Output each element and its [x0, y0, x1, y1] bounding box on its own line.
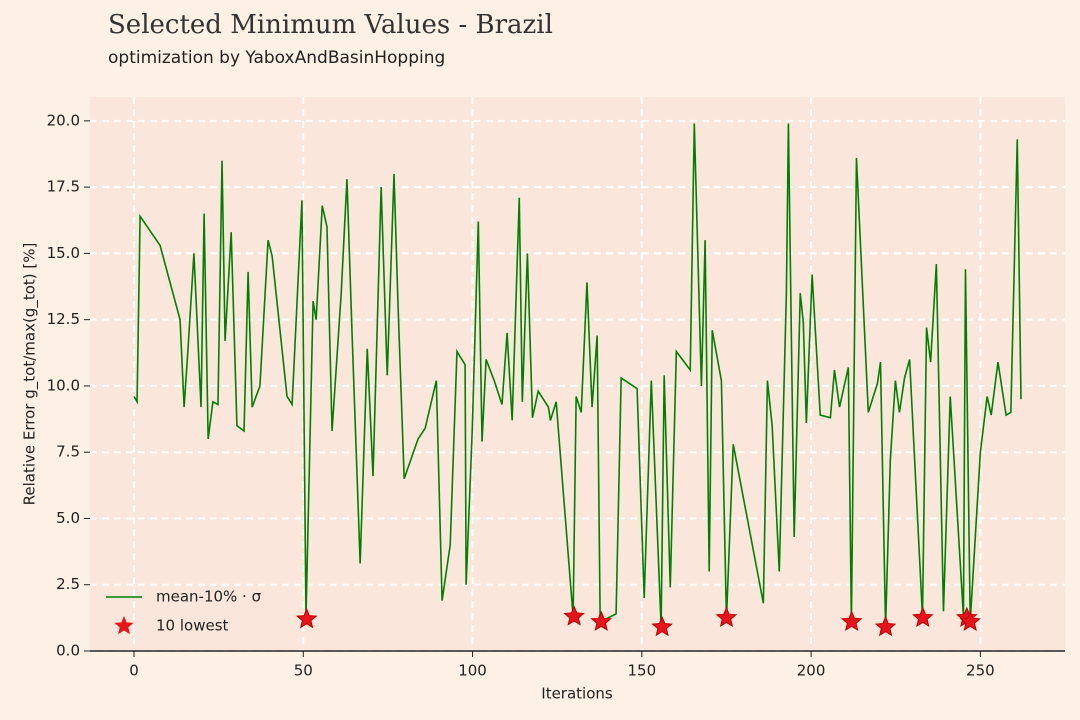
x-tick-label: 50	[294, 662, 313, 680]
x-tick-label: 100	[458, 662, 487, 680]
data-line	[133, 123, 1022, 628]
legend-label: mean-10% · σ	[156, 588, 262, 606]
legend-label: 10 lowest	[156, 617, 229, 635]
star-marker	[715, 606, 738, 628]
y-tick-label: 0.0	[56, 642, 80, 660]
plot-area	[90, 97, 1065, 651]
y-tick-label: 2.5	[56, 575, 80, 593]
x-tick-label: 250	[966, 662, 995, 680]
chart-subtitle: optimization by YaboxAndBasinHopping	[108, 48, 445, 68]
y-tick-label: 15.0	[47, 244, 80, 262]
chart-title: Selected Minimum Values - Brazil	[108, 10, 553, 40]
star-marker	[295, 607, 318, 629]
y-tick-label: 12.5	[47, 310, 80, 328]
star-marker	[840, 610, 863, 631]
x-axis-label: Iterations	[541, 685, 613, 703]
x-tick-label: 200	[797, 662, 826, 680]
y-tick-label: 10.0	[47, 376, 80, 394]
y-axis-label: Relative Error g_tot/max(g_tot) [%]	[21, 243, 40, 506]
star-marker	[912, 606, 934, 628]
star-marker	[959, 610, 981, 631]
x-tick-label: 0	[129, 662, 139, 680]
star-marker	[590, 610, 612, 631]
star-marker	[563, 605, 585, 626]
star-marker	[874, 615, 897, 637]
y-tick-label: 7.5	[56, 443, 80, 461]
legend-swatch	[114, 616, 134, 635]
x-tick-label: 150	[628, 662, 657, 680]
y-tick-label: 17.5	[47, 178, 80, 196]
star-marker	[651, 615, 673, 637]
y-tick-label: 5.0	[56, 509, 80, 527]
y-tick-label: 20.0	[47, 111, 80, 129]
